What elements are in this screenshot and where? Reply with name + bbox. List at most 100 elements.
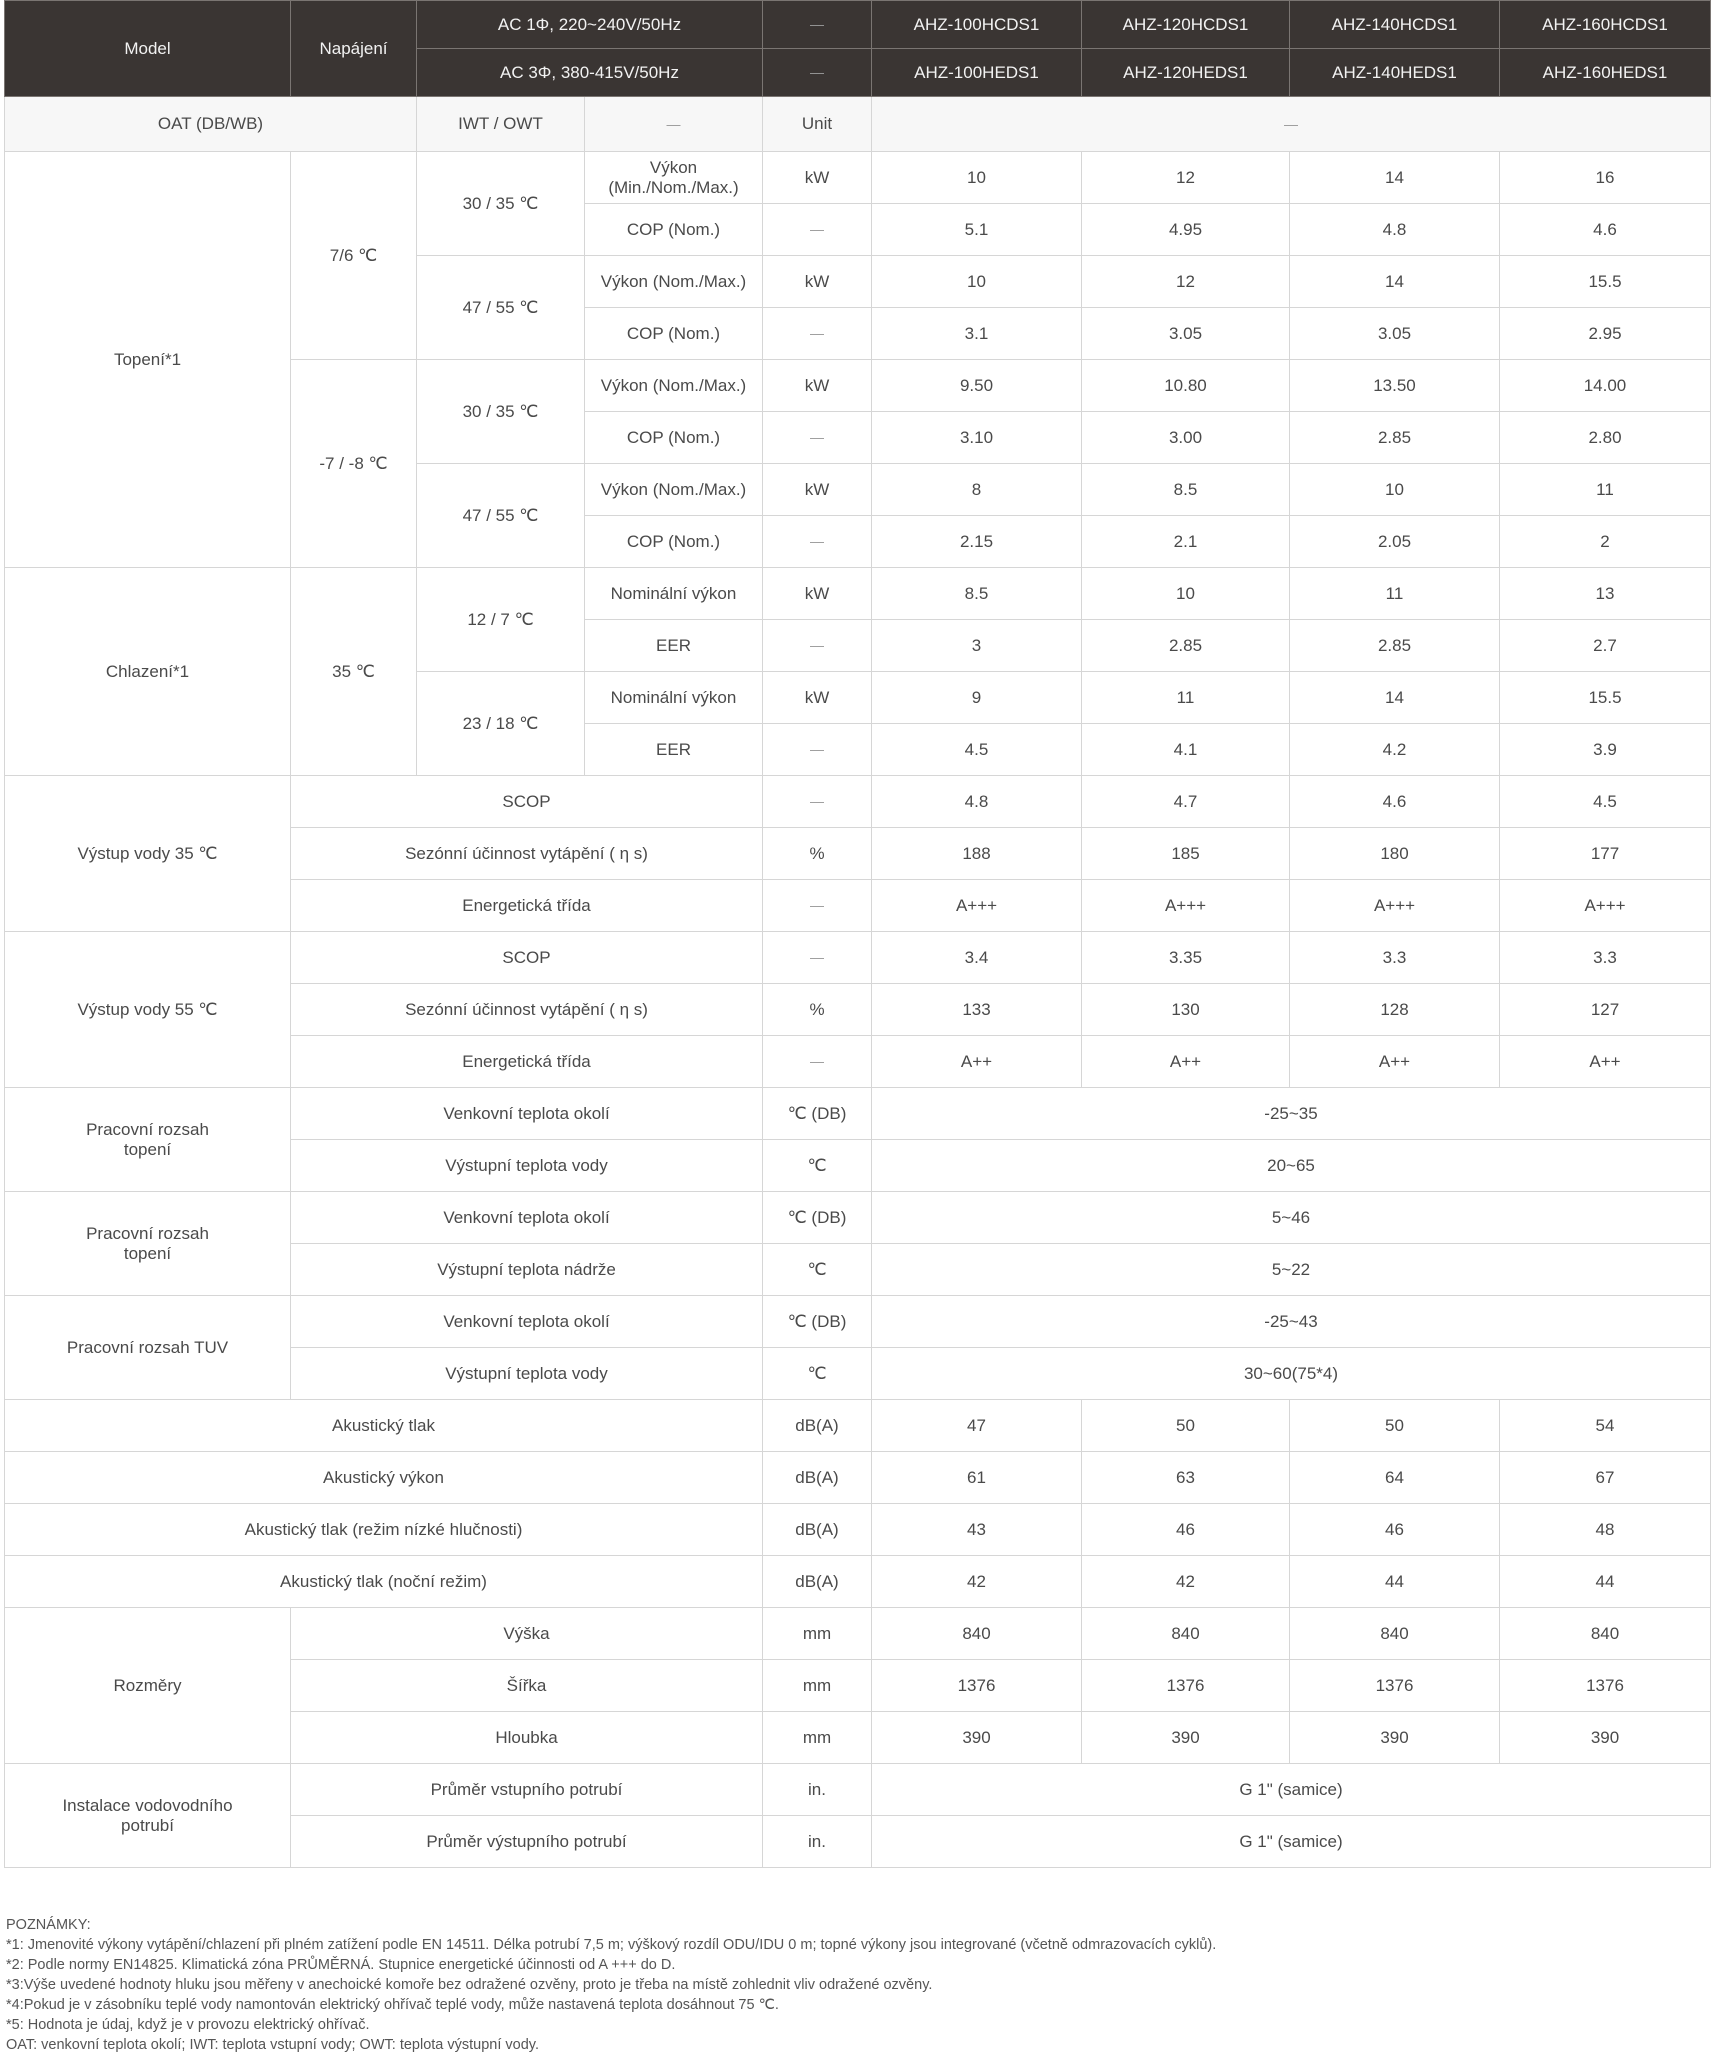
range-value: -25~43 — [871, 1295, 1711, 1348]
pipe-value: G 1" (samice) — [871, 1815, 1711, 1868]
value-cell: 50 — [1081, 1399, 1290, 1452]
unit-cell: kW — [762, 567, 872, 620]
value-cell: 188 — [871, 827, 1082, 880]
value-cell: 3.1 — [871, 307, 1082, 360]
value-cell: 5.1 — [871, 203, 1082, 256]
spec-table: Model Napájení AC 1Φ, 220~240V/50Hz — AH… — [4, 0, 1711, 1868]
unit-cell: ℃ (DB) — [762, 1087, 872, 1140]
param-label: Výkon (Nom./Max.) — [584, 359, 763, 412]
value-cell: 128 — [1289, 983, 1500, 1036]
value-cell: 133 — [871, 983, 1082, 1036]
param-label: Hloubka — [290, 1711, 763, 1764]
value-cell: 4.5 — [871, 723, 1082, 776]
unit-cell: — — [762, 723, 872, 776]
param-label: Výkon (Nom./Max.) — [584, 463, 763, 516]
unit-cell: — — [762, 619, 872, 672]
param-label: COP (Nom.) — [584, 307, 763, 360]
value-cell: 3.05 — [1289, 307, 1500, 360]
param-label: Výstupní teplota vody — [290, 1347, 763, 1400]
value-cell: 3.9 — [1499, 723, 1711, 776]
section-water55: Výstup vody 55 ℃ — [4, 931, 291, 1088]
table-row: EER —3 2.85 2.85 2.7 — [5, 619, 1711, 672]
unit-cell: — — [762, 411, 872, 464]
dash: — — [584, 96, 763, 152]
model-name: AHZ-100HEDS1 — [871, 48, 1082, 97]
value-cell: 1376 — [1499, 1659, 1711, 1712]
value-cell: 3.35 — [1081, 931, 1290, 984]
value-cell: 3 — [871, 619, 1082, 672]
dash: — — [871, 96, 1711, 152]
param-label: Venkovní teplota okolí — [290, 1295, 763, 1348]
value-cell: 4.2 — [1289, 723, 1500, 776]
param-label: Sezónní účinnost vytápění ( η s) — [290, 983, 763, 1036]
iwt-owt-value: 23 / 18 ℃ — [416, 671, 585, 776]
oat-header: OAT (DB/WB) — [4, 96, 417, 152]
value-cell: 14 — [1289, 151, 1500, 204]
value-cell: 15.5 — [1499, 671, 1711, 724]
table-row: Akustický tlak (režim nízké hlučnosti) dB… — [4, 1503, 1711, 1556]
section-dimensions: Rozměry — [4, 1607, 291, 1764]
value-cell: 177 — [1499, 827, 1711, 880]
note-line: *5: Hodnota je údaj, když je v provozu e… — [6, 2017, 370, 2033]
model-name: AHZ-120HCDS1 — [1081, 0, 1290, 49]
unit-cell: ℃ — [762, 1243, 872, 1296]
section-water35: Výstup vody 35 ℃ — [4, 775, 291, 932]
value-cell: 3.10 — [871, 411, 1082, 464]
table-row: COP (Nom.) —3.10 3.00 2.85 2.80 — [5, 411, 1711, 464]
value-cell: 11 — [1499, 463, 1711, 516]
pipe-value: G 1" (samice) — [871, 1763, 1711, 1816]
value-cell: A+++ — [1289, 879, 1500, 932]
table-row: -7 / -8 ℃ 30 / 35 ℃ Výkon (Nom./Max.) kW 9.5… — [5, 359, 1711, 568]
table-row: Výstupní teplota vody ℃ 20~65 — [5, 1139, 1711, 1192]
value-cell: 2.7 — [1499, 619, 1711, 672]
iwt-owt-value: 30 / 35 ℃ — [416, 359, 585, 464]
value-cell: 11 — [1289, 567, 1500, 620]
value-cell: 2.85 — [1081, 619, 1290, 672]
unit-cell: dB(A) — [762, 1451, 872, 1504]
oat-value: 7/6 ℃ — [290, 151, 417, 360]
table-row: Sezónní účinnost vytápění ( η s)% 133 130 1… — [5, 983, 1711, 1036]
param-label: Výkon (Min./Nom./Max.) — [584, 151, 763, 204]
section-operating-range: Pracovní rozsah TUV — [4, 1295, 291, 1400]
model-name: AHZ-140HCDS1 — [1289, 0, 1500, 49]
section-operating-range: Pracovní rozsah topení — [4, 1087, 291, 1192]
note-line: *4:Pokud je v zásobníku teplé vody namon… — [6, 1997, 779, 2013]
value-cell: 3.3 — [1289, 931, 1500, 984]
value-cell: 4.5 — [1499, 775, 1711, 828]
param-label: SCOP — [290, 775, 763, 828]
unit-cell: — — [762, 307, 872, 360]
param-label: EER — [584, 723, 763, 776]
param-label: Venkovní teplota okolí — [290, 1087, 763, 1140]
value-cell: A+++ — [871, 879, 1082, 932]
param-label: Nominální výkon — [584, 567, 763, 620]
value-cell: 3.00 — [1081, 411, 1290, 464]
oat-value: -7 / -8 ℃ — [290, 359, 417, 568]
value-cell: 9.50 — [871, 359, 1082, 412]
value-cell: 180 — [1289, 827, 1500, 880]
iwt-owt-value: 47 / 55 ℃ — [416, 463, 585, 568]
value-cell: 11 — [1081, 671, 1290, 724]
note-line: *1: Jmenovité výkony vytápění/chlazení p… — [6, 1937, 1217, 1953]
power-header: Napájení — [290, 0, 417, 97]
table-row: Akustický tlak dB(A) 47 50 50 54 — [4, 1399, 1711, 1452]
table-row: Chlazení*1 35 ℃ 12 / 7 ℃ Nominální výkon kW 8… — [4, 567, 1711, 776]
param-label: EER — [584, 619, 763, 672]
value-cell: 2.05 — [1289, 515, 1500, 568]
range-value: 20~65 — [871, 1139, 1711, 1192]
value-cell: 2.85 — [1289, 411, 1500, 464]
unit-cell: ℃ (DB) — [762, 1191, 872, 1244]
table-row: Pracovní rozsah TUV Venkovní teplota okol… — [4, 1295, 1711, 1400]
table-row: COP (Nom.) —2.15 2.1 2.05 2 — [5, 515, 1711, 568]
value-cell: 2 — [1499, 515, 1711, 568]
dash: — — [762, 0, 872, 49]
unit-header: Unit — [762, 96, 872, 152]
range-value: 5~46 — [871, 1191, 1711, 1244]
param-label: Nominální výkon — [584, 671, 763, 724]
value-cell: A++ — [1499, 1035, 1711, 1088]
model-name: AHZ-140HEDS1 — [1289, 48, 1500, 97]
value-cell: 1376 — [1289, 1659, 1500, 1712]
table-row: EER —4.5 4.1 4.2 3.9 — [5, 723, 1711, 776]
value-cell: 4.7 — [1081, 775, 1290, 828]
value-cell: 9 — [871, 671, 1082, 724]
table-row: Energetická třída — A++ A++ A++ A++ — [5, 1035, 1711, 1088]
